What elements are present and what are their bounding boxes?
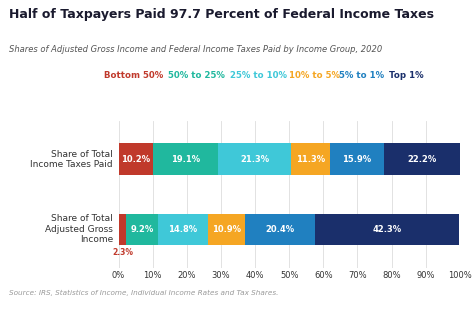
Text: 10.2%: 10.2% <box>121 155 150 164</box>
Text: 25% to 10%: 25% to 10% <box>230 71 287 80</box>
Bar <box>153 143 219 175</box>
Bar <box>208 214 246 245</box>
Text: 15.9%: 15.9% <box>342 155 372 164</box>
Bar <box>158 214 208 245</box>
Text: 5% to 1%: 5% to 1% <box>339 71 384 80</box>
Text: 14.8%: 14.8% <box>168 225 198 234</box>
Bar <box>219 143 291 175</box>
Text: Top 1%: Top 1% <box>389 71 423 80</box>
Text: Bottom 50%: Bottom 50% <box>104 71 164 80</box>
Text: 22.2%: 22.2% <box>407 155 437 164</box>
Bar <box>118 143 153 175</box>
Bar <box>246 214 315 245</box>
Text: 9.2%: 9.2% <box>130 225 154 234</box>
Text: 11.3%: 11.3% <box>296 155 325 164</box>
Text: 21.3%: 21.3% <box>240 155 269 164</box>
Text: Half of Taxpayers Paid 97.7 Percent of Federal Income Taxes: Half of Taxpayers Paid 97.7 Percent of F… <box>9 8 435 21</box>
Text: Shares of Adjusted Gross Income and Federal Income Taxes Paid by Income Group, 2: Shares of Adjusted Gross Income and Fede… <box>9 45 383 54</box>
Text: 19.1%: 19.1% <box>171 155 201 164</box>
Bar <box>127 214 158 245</box>
Text: @TaxFoundation: @TaxFoundation <box>390 316 465 324</box>
Bar <box>330 143 384 175</box>
Text: 10% to 5%: 10% to 5% <box>289 71 340 80</box>
Bar <box>118 214 127 245</box>
Bar <box>315 214 459 245</box>
Text: 42.3%: 42.3% <box>373 225 402 234</box>
Text: 2.3%: 2.3% <box>112 248 133 257</box>
Text: 20.4%: 20.4% <box>266 225 295 234</box>
Text: 10.9%: 10.9% <box>212 225 241 234</box>
Text: Source: IRS, Statistics of Income, Individual Income Rates and Tax Shares.: Source: IRS, Statistics of Income, Indiv… <box>9 290 279 296</box>
Bar <box>384 143 460 175</box>
Text: 50% to 25%: 50% to 25% <box>168 71 225 80</box>
Text: TAX FOUNDATION: TAX FOUNDATION <box>9 315 113 325</box>
Bar <box>291 143 330 175</box>
